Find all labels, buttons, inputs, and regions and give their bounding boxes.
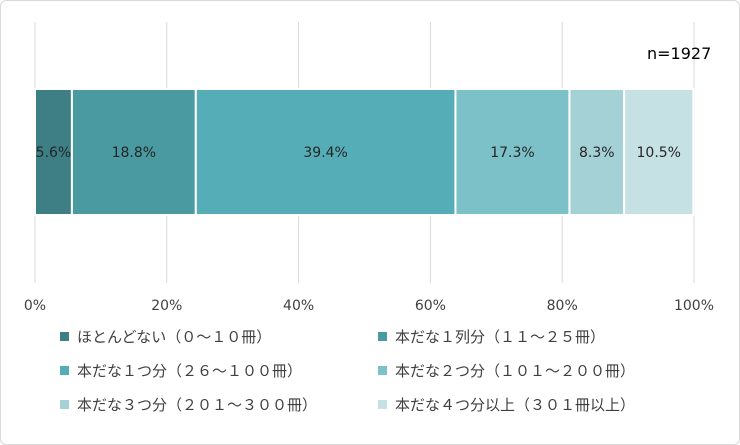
data-label-3: 39.4%: [303, 145, 347, 161]
sample-size-note: n=1927: [647, 44, 712, 63]
x-tick-label: 40%: [283, 298, 314, 314]
bar-segment-4: [454, 88, 571, 216]
data-label-5: 8.3%: [579, 145, 615, 161]
x-tick-label: 20%: [151, 298, 182, 314]
bar-segment-3: [194, 88, 457, 216]
x-tick-label: 60%: [415, 298, 446, 314]
x-tick-label: 0%: [24, 298, 46, 314]
data-label-6: 10.5%: [637, 145, 681, 161]
data-label-4: 17.3%: [490, 145, 534, 161]
data-label-1: 5.6%: [36, 145, 72, 161]
x-tick-label: 100%: [674, 298, 714, 314]
bar-segment-5: [568, 88, 626, 216]
data-label-2: 18.8%: [112, 145, 156, 161]
x-tick-label: 80%: [547, 298, 578, 314]
bar-segment-6: [623, 88, 695, 216]
